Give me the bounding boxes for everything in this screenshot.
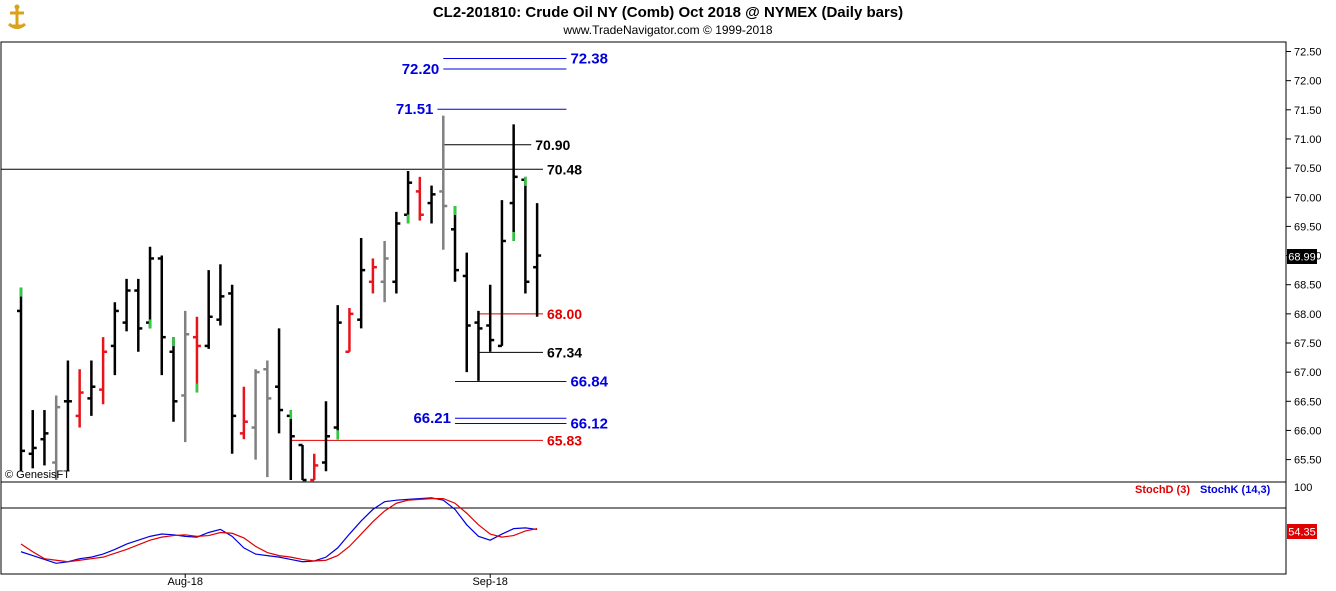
level-label: 70.48 <box>547 161 582 177</box>
ohlc-bar <box>192 316 201 393</box>
price-tick-label: 66.50 <box>1294 396 1322 408</box>
price-tick-label: 72.50 <box>1294 47 1322 59</box>
level-label: 68.00 <box>547 306 582 322</box>
ohlc-bar <box>474 310 483 381</box>
ohlc-bar <box>368 258 377 294</box>
ohlc-bar <box>75 369 84 428</box>
last-price-value: 68.99 <box>1288 252 1316 264</box>
ohlc-bar <box>427 185 436 224</box>
levels-layer: 72.38 72.20 71.51 70.90 70.48 68.00 67.34 66.84… <box>1 50 609 448</box>
ohlc-bars <box>17 115 542 482</box>
stoch-last-value: 54.35 <box>1288 527 1316 539</box>
level-label: 65.83 <box>547 432 582 448</box>
ohlc-bar <box>321 401 330 472</box>
ohlc-bar <box>451 205 460 282</box>
price-axis: 72.5072.0071.5071.0070.5070.0069.5069.00… <box>1286 47 1322 467</box>
ohlc-bar <box>439 115 448 250</box>
ohlc-bar <box>333 305 342 440</box>
ohlc-bar <box>40 410 49 466</box>
price-tick-label: 66.00 <box>1294 425 1322 437</box>
level-label: 72.20 <box>402 61 440 78</box>
date-tick-label: Sep-18 <box>472 576 507 588</box>
ohlc-bar <box>462 252 471 373</box>
ohlc-bar <box>17 287 25 472</box>
ohlc-bar <box>204 270 213 349</box>
price-tick-label: 70.50 <box>1294 163 1322 175</box>
ohlc-bar <box>239 386 248 440</box>
ohlc-bar <box>380 240 389 303</box>
ohlc-bar <box>404 171 413 224</box>
ohlc-bar <box>310 453 319 482</box>
level-label: 71.51 <box>396 101 434 118</box>
stoch-series-line <box>20 498 538 563</box>
stoch-value-badge: 54.35 <box>1287 524 1317 539</box>
date-axis: Aug-18 Sep-18 <box>167 574 508 588</box>
ohlc-bar <box>275 328 284 434</box>
ohlc-bar <box>286 410 295 481</box>
indicator-panel-frame <box>0 481 1287 575</box>
ohlc-bar <box>52 395 61 481</box>
chart-subtitle: www.TradeNavigator.com © 1999-2018 <box>562 23 772 37</box>
ohlc-bar <box>87 360 96 416</box>
price-tick-label: 68.50 <box>1294 280 1322 292</box>
ohlc-bar <box>216 264 225 326</box>
ohlc-bar <box>415 176 424 221</box>
price-tick-label: 70.00 <box>1294 192 1322 204</box>
ohlc-bar <box>357 238 366 329</box>
price-tick-label: 71.50 <box>1294 105 1322 117</box>
watermark-text: © GenesisFT <box>5 469 70 481</box>
level-label: 66.21 <box>413 410 451 427</box>
stochd-legend: StochD (3) <box>1135 484 1190 496</box>
ohlc-bar <box>533 203 542 317</box>
level-label: 66.84 <box>570 373 608 390</box>
price-tick-label: 71.00 <box>1294 134 1322 146</box>
ohlc-bar <box>509 124 518 241</box>
genesis-logo-icon <box>3 4 31 32</box>
ohlc-bar <box>181 310 190 443</box>
price-tick-label: 72.00 <box>1294 76 1322 88</box>
ohlc-bar <box>392 211 401 294</box>
level-label: 70.90 <box>535 137 570 153</box>
ohlc-bar <box>134 278 143 352</box>
price-tick-label: 67.50 <box>1294 338 1322 350</box>
ohlc-bar <box>345 308 354 353</box>
ohlc-bar <box>146 246 155 329</box>
ohlc-bar <box>63 360 72 472</box>
ohlc-bar <box>298 443 307 482</box>
price-tick-label: 67.00 <box>1294 367 1322 379</box>
chart-title: CL2-201810: Crude Oil NY (Comb) Oct 2018… <box>433 4 903 21</box>
ohlc-bar <box>521 176 530 294</box>
ohlc-bar <box>169 337 178 422</box>
stochastic-lines <box>20 497 538 564</box>
ohlc-bar <box>157 255 166 376</box>
ohlc-bar <box>99 337 108 405</box>
stoch-series-line <box>20 497 538 564</box>
level-label: 66.12 <box>570 415 608 432</box>
ohlc-bar <box>251 369 260 460</box>
price-tick-label: 68.00 <box>1294 309 1322 321</box>
ohlc-bar <box>486 284 495 352</box>
price-tick-label: 69.50 <box>1294 221 1322 233</box>
level-label: 67.34 <box>547 344 582 360</box>
indicator-axis-label: 100 <box>1294 482 1312 494</box>
price-panel-frame <box>0 41 1287 483</box>
last-price-badge: 68.99 <box>1287 249 1317 264</box>
level-label: 72.38 <box>570 50 608 67</box>
stochk-legend: StochK (14,3) <box>1200 484 1271 496</box>
ohlc-bar <box>263 360 272 478</box>
ohlc-bar <box>122 278 131 332</box>
date-tick-label: Aug-18 <box>167 576 202 588</box>
ohlc-bar <box>110 302 119 376</box>
ohlc-bar <box>497 200 506 348</box>
price-tick-label: 65.50 <box>1294 455 1322 467</box>
ohlc-bar <box>28 410 37 469</box>
ohlc-bar <box>228 284 237 454</box>
